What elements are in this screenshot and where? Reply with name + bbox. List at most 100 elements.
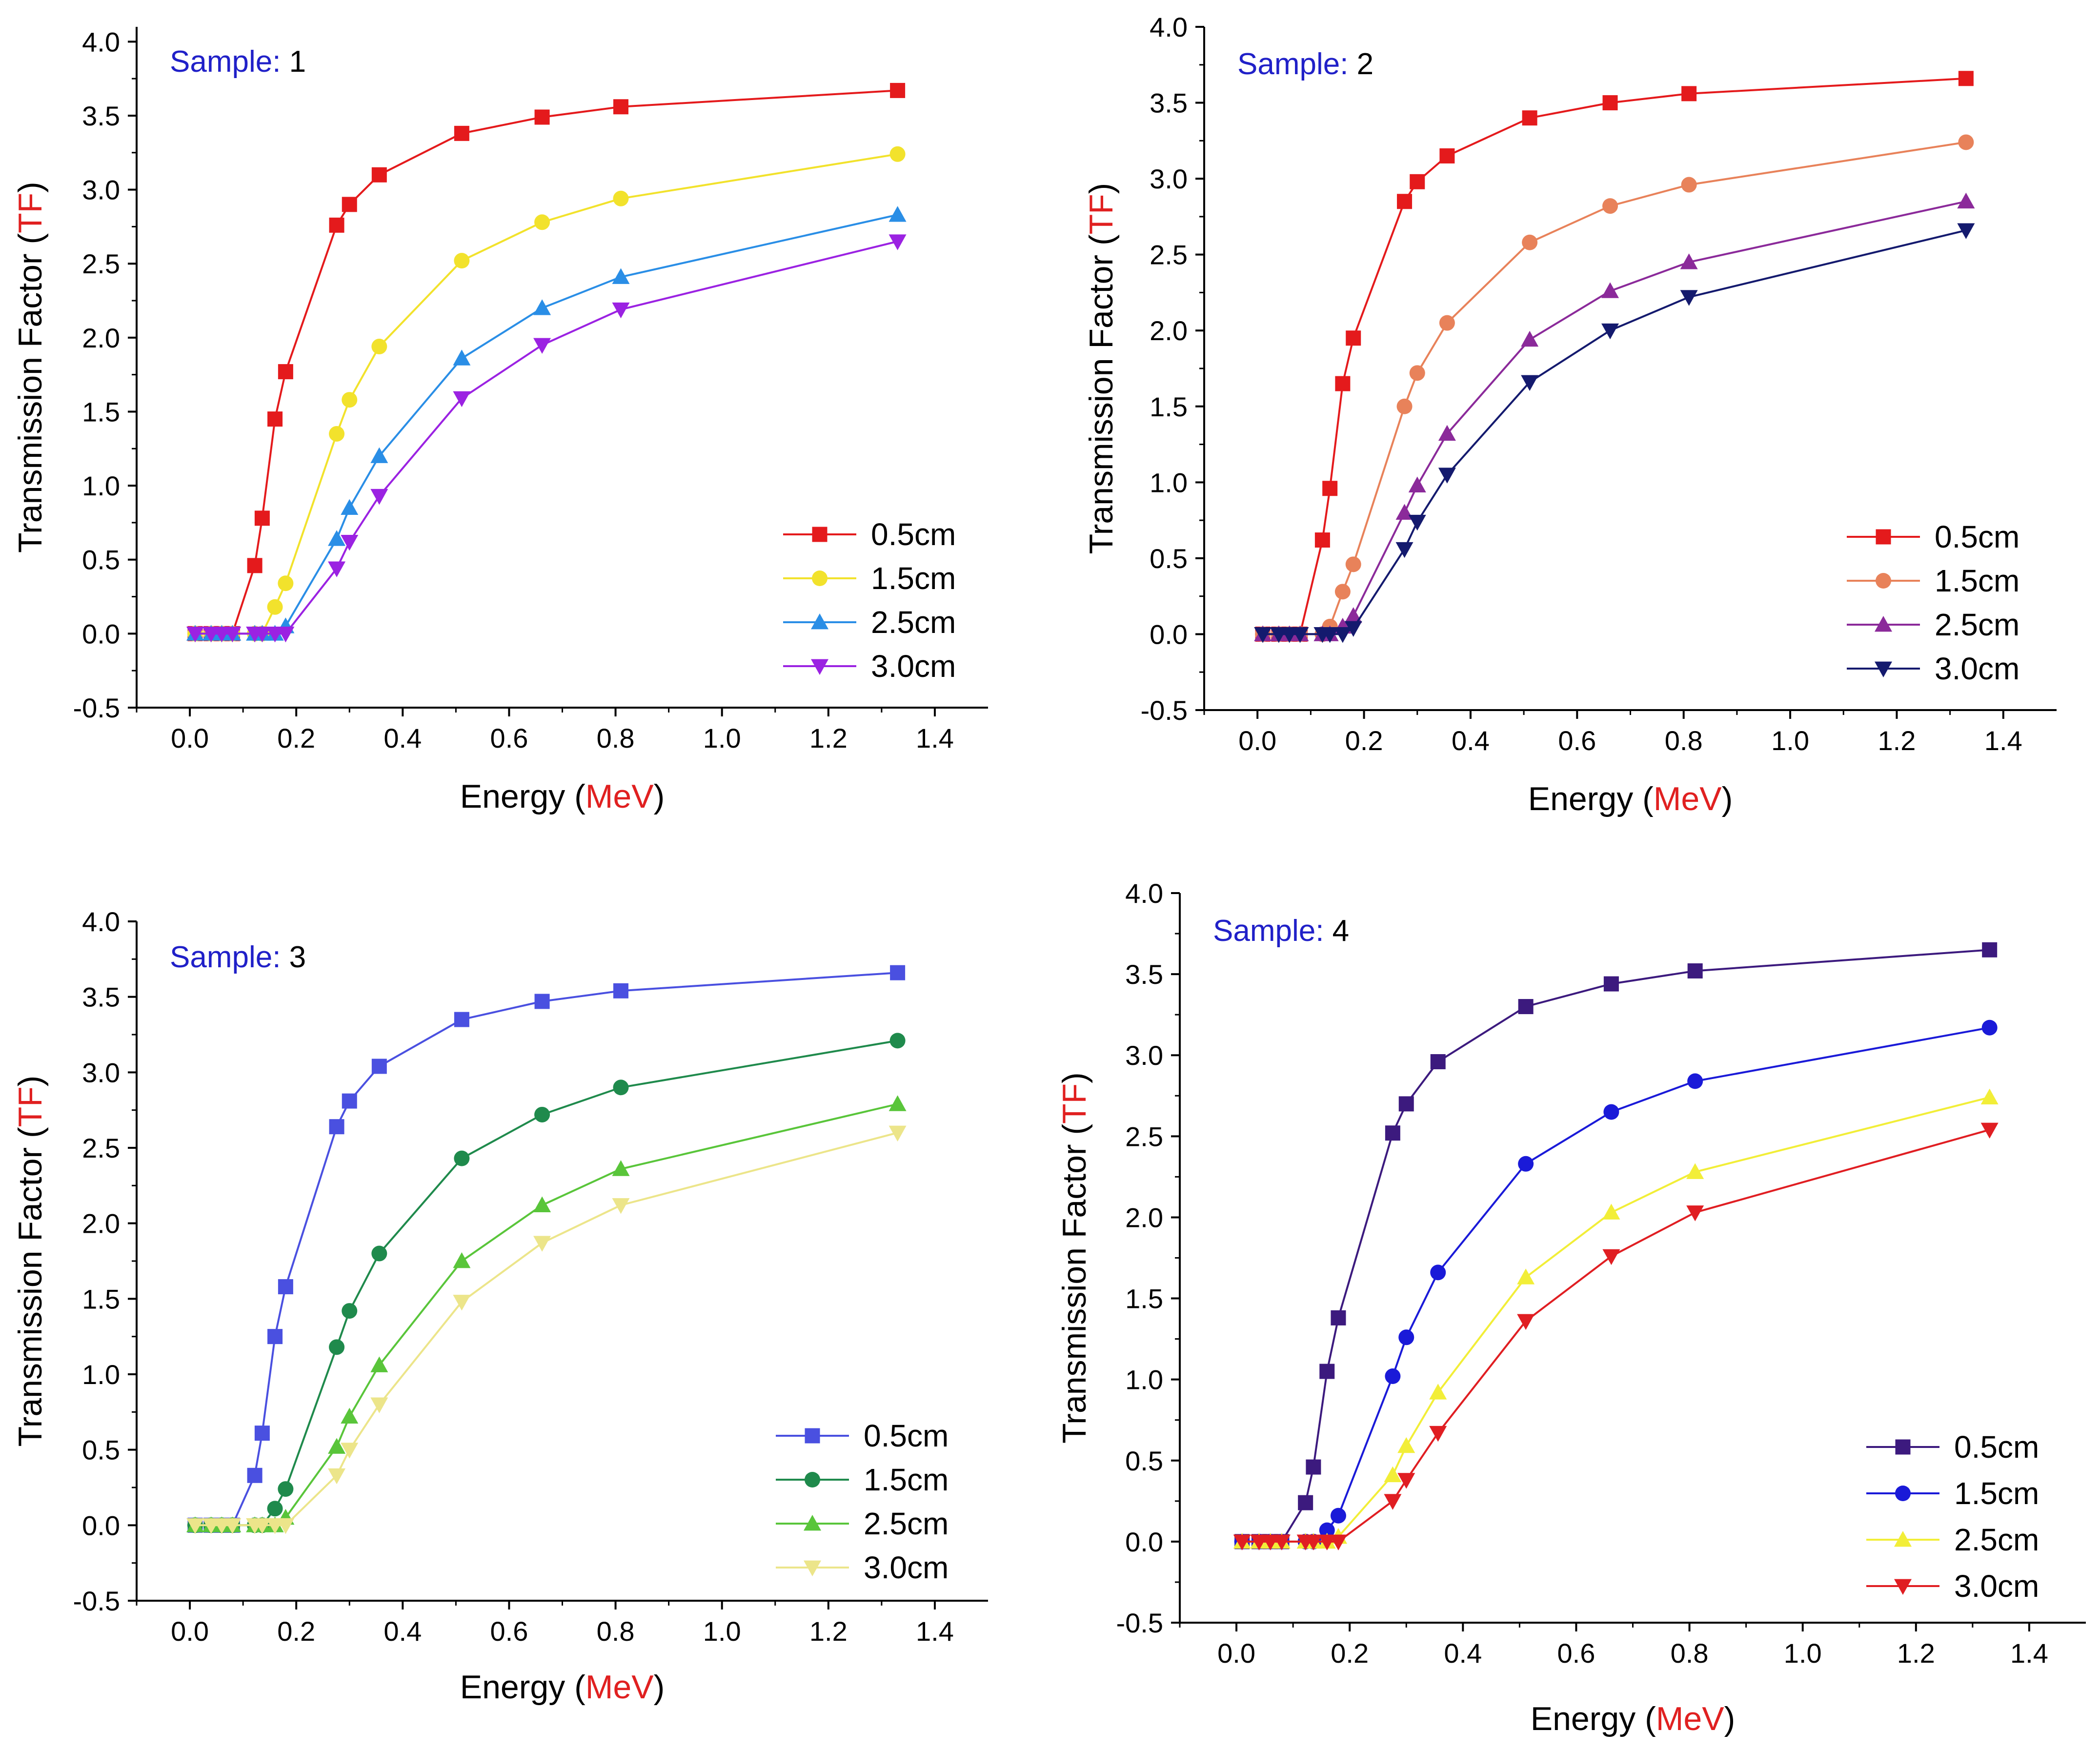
data-point — [612, 302, 630, 319]
data-point — [329, 217, 344, 233]
y-tick-label: 2.0 — [82, 323, 120, 353]
data-point — [1250, 1534, 1268, 1550]
data-point — [1408, 514, 1426, 531]
data-point — [1321, 627, 1339, 643]
x-tick-label: 0.2 — [277, 1616, 315, 1647]
data-point — [278, 364, 293, 380]
series-3.0cm — [1233, 1122, 1999, 1550]
data-point — [1438, 468, 1456, 484]
chart-panel-2: -0.5 0.0 0.5 1.0 1.5 2.0 2.5 3.0 3.5 4.0 0.0 0.2 0.4… — [1083, 12, 2057, 817]
x-tick-label: 0.4 — [1452, 725, 1490, 756]
y-tick-label: 0.0 — [82, 1510, 120, 1541]
y-tick-label: 1.0 — [1150, 467, 1188, 498]
data-point — [1385, 1368, 1401, 1385]
legend-label: 1.5cm — [1954, 1476, 2039, 1511]
data-point — [1522, 234, 1538, 250]
y-tick-label: 2.0 — [1150, 315, 1188, 346]
data-point — [223, 1518, 242, 1534]
x-axis-label: Energy (MeV) — [460, 1669, 665, 1706]
chart-panel-3: -0.5 0.0 0.5 1.0 1.5 2.0 2.5 3.0 3.5 4.0 0.0 0.2 0.4… — [12, 906, 988, 1706]
sample-annotation: Sample: 3 — [170, 940, 306, 974]
legend-marker — [1894, 1531, 1912, 1547]
data-point — [613, 99, 628, 115]
y-tick-label: 0.0 — [82, 618, 120, 649]
data-point — [1306, 1459, 1321, 1475]
data-point — [342, 1093, 357, 1109]
y-tick-label: 1.0 — [82, 1359, 120, 1390]
data-point — [1291, 627, 1309, 643]
data-point — [1318, 1534, 1336, 1550]
data-point — [1261, 1534, 1279, 1550]
y-tick-label: 2.0 — [1125, 1202, 1163, 1233]
y-tick-label: 3.5 — [1125, 959, 1163, 990]
data-point — [1398, 1329, 1414, 1345]
y-tick-label: -0.5 — [1141, 695, 1188, 726]
data-point — [1602, 95, 1618, 111]
x-tick-label: 1.0 — [1771, 725, 1809, 756]
data-point — [534, 214, 550, 230]
data-point — [1522, 110, 1537, 126]
y-tick-label: 0.5 — [82, 1435, 120, 1466]
series-line — [1242, 1129, 1990, 1543]
data-point — [1304, 1534, 1322, 1550]
legend: 0.5cm 1.5cm 2.5cm 3.0cm — [1847, 519, 2019, 686]
legend-label: 0.5cm — [1954, 1429, 2039, 1465]
x-axis-label: Energy (MeV) — [460, 778, 665, 815]
legend-marker — [1875, 661, 1892, 677]
data-point — [889, 1033, 906, 1049]
data-point — [1272, 1534, 1291, 1550]
data-point — [888, 234, 907, 250]
data-point — [533, 299, 551, 315]
x-tick-label: 0.6 — [490, 1616, 528, 1647]
series-2.5cm — [1254, 192, 1975, 641]
series-1.5cm — [187, 146, 906, 642]
data-point — [1331, 1310, 1346, 1325]
data-point — [371, 1245, 387, 1262]
data-point — [1334, 584, 1351, 600]
data-point — [1344, 621, 1362, 637]
y-tick-label: 1.5 — [1125, 1283, 1163, 1314]
data-point — [267, 1329, 283, 1345]
legend-label: 0.5cm — [871, 517, 956, 552]
data-point — [1322, 481, 1338, 496]
y-tick-label: 3.5 — [82, 982, 120, 1013]
data-point — [1957, 223, 1975, 239]
legend-label: 2.5cm — [1954, 1522, 2039, 1557]
data-point — [1397, 1473, 1415, 1489]
data-point — [1601, 282, 1619, 298]
legend-label: 3.0cm — [1935, 651, 2019, 686]
data-point — [453, 1252, 471, 1268]
data-point — [453, 391, 471, 407]
series-line — [1263, 77, 1966, 635]
data-point — [371, 339, 387, 355]
x-tick-label: 0.2 — [1331, 1638, 1369, 1669]
data-point — [1330, 1508, 1346, 1524]
legend-label: 1.5cm — [1935, 563, 2019, 598]
data-point — [278, 1279, 293, 1295]
data-point — [223, 626, 242, 643]
y-tick-label: 0.5 — [1150, 543, 1188, 574]
data-point — [613, 190, 629, 206]
data-point — [1980, 1088, 1999, 1104]
legend-marker — [1876, 573, 1891, 589]
data-point — [1958, 71, 1974, 86]
legend-marker — [1894, 1579, 1912, 1595]
data-point — [534, 994, 550, 1009]
data-point — [613, 983, 628, 998]
x-tick-label: 0.6 — [490, 723, 528, 754]
y-tick-label: -0.5 — [1116, 1608, 1164, 1638]
data-point — [1298, 1495, 1313, 1510]
legend-label: 3.0cm — [871, 649, 956, 684]
data-point — [1517, 1268, 1535, 1284]
data-point — [1319, 1364, 1335, 1379]
data-point — [1384, 1494, 1402, 1510]
data-point — [328, 530, 346, 546]
x-tick-label: 0.2 — [277, 723, 315, 754]
data-point — [342, 392, 358, 408]
data-point — [1395, 542, 1413, 558]
series-2.5cm — [1233, 1088, 1999, 1549]
series-3.0cm — [1254, 223, 1975, 643]
data-point — [534, 1106, 550, 1122]
x-tick-label: 0.0 — [171, 1616, 209, 1647]
data-point — [1602, 1203, 1620, 1220]
